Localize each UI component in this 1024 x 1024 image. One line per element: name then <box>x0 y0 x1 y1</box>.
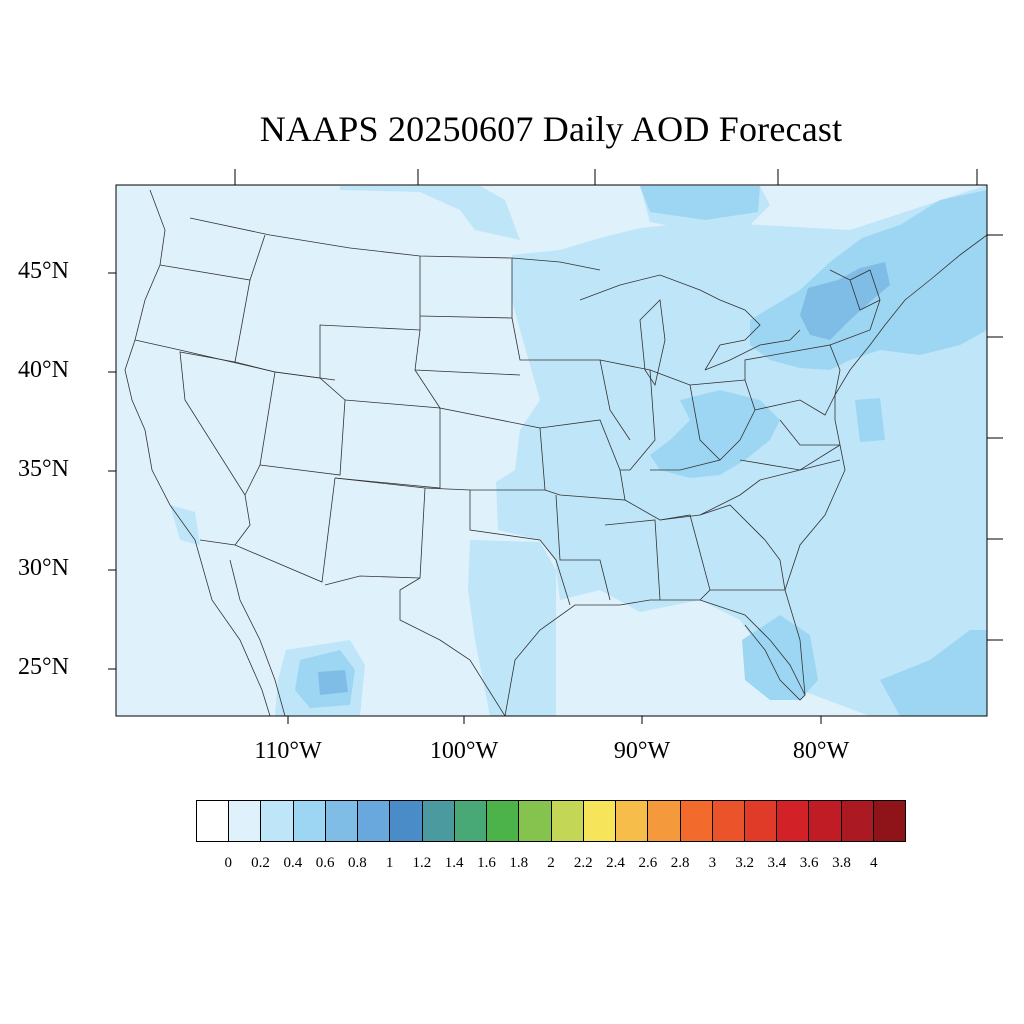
colorbar-label: 1 <box>385 855 394 871</box>
colorbar-box <box>648 801 681 841</box>
colorbar-label: 3.2 <box>735 855 754 871</box>
colorbar-box <box>519 801 552 841</box>
colorbar-box <box>358 801 391 841</box>
lat-label-25n: 25°N <box>18 654 69 680</box>
colorbar-box <box>616 801 649 841</box>
colorbar-labels: 0 0.2 0.4 0.6 0.8 1 1.2 1.4 1.6 1.8 2 2.2 2.4 2.6 2.8 3… <box>0 855 1024 875</box>
lon-label-110w: 110°W <box>254 738 322 764</box>
lon-label-100w: 100°W <box>429 738 499 764</box>
lon-label-90w: 90°W <box>613 738 671 764</box>
colorbar <box>196 800 906 842</box>
colorbar-label: 1.4 <box>444 855 464 871</box>
colorbar-box <box>390 801 423 841</box>
colorbar-box <box>487 801 520 841</box>
colorbar-box <box>583 801 617 841</box>
colorbar-label: 2 <box>547 855 555 871</box>
colorbar-box <box>551 801 584 841</box>
colorbar-label: 3.8 <box>832 855 851 871</box>
colorbar-box <box>777 801 810 841</box>
axis-ticks <box>108 169 1003 724</box>
colorbar-label: 1.8 <box>509 855 529 871</box>
colorbar-label: 0.2 <box>251 855 270 871</box>
colorbar-label: 2.6 <box>638 855 658 871</box>
colorbar-label: 0.8 <box>347 855 367 871</box>
map-frame <box>115 184 988 717</box>
colorbar-box <box>229 801 262 841</box>
colorbar-box <box>744 801 778 841</box>
colorbar-label: 2.8 <box>670 855 690 871</box>
lat-label-30n: 30°N <box>18 555 69 581</box>
colorbar-label: 4 <box>869 855 878 871</box>
lat-label-40n: 40°N <box>18 357 69 383</box>
colorbar-box <box>293 801 326 841</box>
colorbar-label: 2.2 <box>573 855 593 871</box>
aod-field <box>116 185 987 716</box>
colorbar-label: 1.2 <box>412 855 432 871</box>
colorbar-label: 1.6 <box>477 855 496 871</box>
colorbar-box <box>454 801 488 841</box>
colorbar-label: 0 <box>224 855 233 871</box>
colorbar-box <box>261 801 294 841</box>
colorbar-box <box>422 801 455 841</box>
colorbar-box <box>325 801 359 841</box>
colorbar-box <box>197 801 230 841</box>
colorbar-label: 2.4 <box>606 855 625 871</box>
colorbar-label: 3 <box>708 855 717 871</box>
colorbar-box <box>712 801 745 841</box>
colorbar-box <box>680 801 713 841</box>
lat-label-45n: 45°N <box>18 258 69 284</box>
lat-label-35n: 35°N <box>18 456 69 482</box>
colorbar-label: 0.6 <box>315 855 335 871</box>
colorbar-box <box>809 801 842 841</box>
map-title: NAAPS 20250607 Daily AOD Forecast <box>259 109 843 149</box>
colorbar-label: 0.4 <box>283 855 303 871</box>
colorbar-box <box>841 801 874 841</box>
colorbar-label: 3.4 <box>767 855 787 871</box>
colorbar-box <box>873 801 906 841</box>
lon-label-80w: 80°W <box>792 738 850 764</box>
colorbar-label: 3.6 <box>799 855 819 871</box>
boundaries <box>124 189 987 716</box>
